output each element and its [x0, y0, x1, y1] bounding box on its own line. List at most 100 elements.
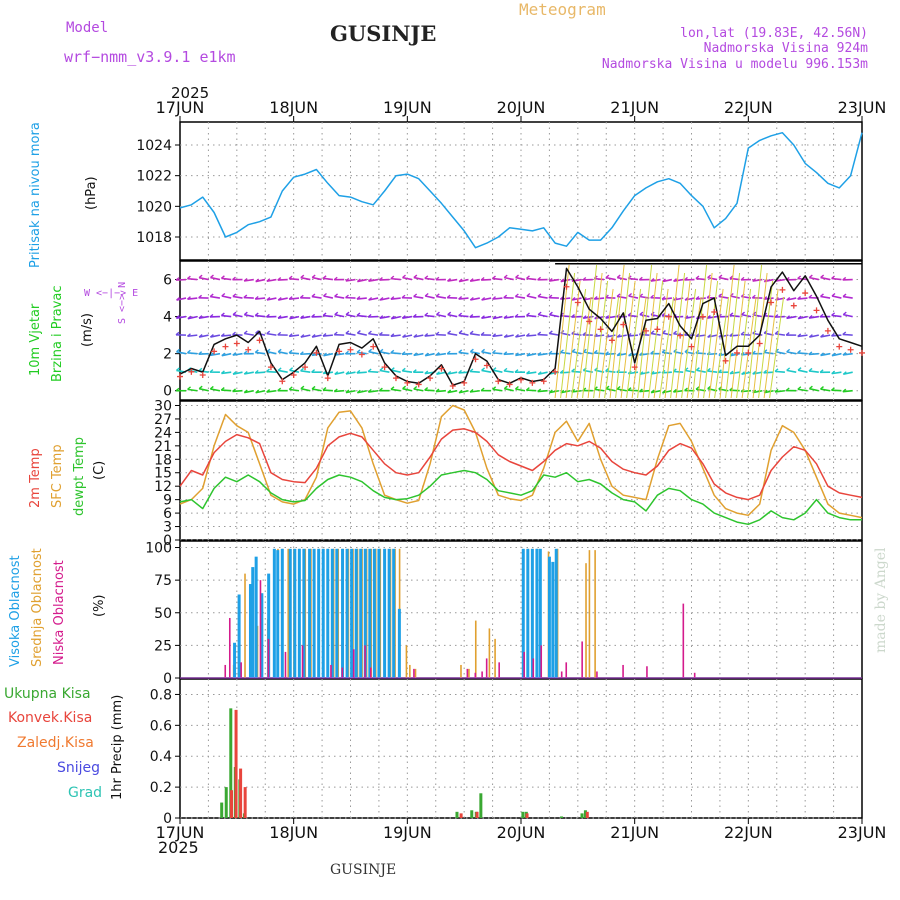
wind-arrow: [176, 278, 187, 281]
cloud-bar: [540, 645, 543, 678]
wind-arrow-head: [774, 330, 779, 335]
wind-arrow-head: [243, 311, 248, 316]
wind-arrow-head: [379, 315, 384, 319]
wind-strong-barb: [763, 288, 779, 399]
wind-arrow-head: [220, 370, 225, 375]
wind-arrow-head: [481, 348, 486, 353]
wind-arrow-head: [378, 277, 383, 281]
wind-arrow-head: [435, 388, 440, 393]
wind-arrow-head: [322, 312, 327, 317]
wind-strong-barb: [675, 280, 691, 399]
wind-arrow-head: [842, 351, 847, 356]
wind-arrow: [820, 295, 831, 299]
wind-arrow: [820, 334, 831, 338]
wind-arrow-head: [808, 367, 813, 372]
wind-arrow-head: [650, 389, 655, 394]
wind-arrow: [210, 334, 221, 338]
temp-ytick-label: 12: [154, 479, 172, 495]
wind-arrow-head: [368, 278, 372, 282]
wind-arrow-head: [480, 387, 485, 392]
cloud-bar: [326, 548, 330, 678]
wind-arrow-head: [729, 312, 734, 316]
wind-arrow-head: [458, 330, 463, 334]
wind-arrow: [673, 370, 684, 373]
cloud-bar: [244, 573, 246, 678]
wind-arrow: [221, 352, 232, 357]
wind-gust-marker: [313, 349, 320, 356]
wind-gust-marker: [324, 375, 331, 382]
wind-arrow: [786, 369, 797, 373]
cloud-bar: [330, 664, 332, 678]
wind-gust-marker: [506, 381, 513, 388]
temp-ytick-label: 0: [163, 533, 172, 549]
wind-arrow: [504, 334, 514, 338]
wind-arrow-head: [469, 348, 474, 353]
wind-arrow-head: [232, 293, 237, 297]
wind-gust-marker: [688, 343, 695, 350]
wind-arrow: [255, 314, 266, 318]
precip-legend-total: Ukupna Kisa: [4, 686, 91, 702]
cloud-bar: [535, 548, 539, 678]
wind-arrow: [752, 278, 763, 282]
wind-arrow-head: [413, 274, 418, 279]
precip-bar: [243, 787, 247, 818]
wind-arrow: [469, 332, 480, 336]
wind-arrow: [323, 371, 334, 375]
cloud-bar: [272, 548, 276, 678]
wind-strong-barb: [758, 280, 774, 399]
wind-strong-barb: [620, 280, 636, 399]
wind-arrow: [741, 352, 752, 356]
wind-arrow: [639, 371, 650, 376]
wind-arrow: [322, 334, 333, 337]
wind-arrow-head: [266, 368, 270, 373]
wind-arrow: [413, 352, 424, 357]
wind-arrow: [526, 334, 537, 337]
wind-gust-marker: [586, 318, 593, 325]
wind-arrow-head: [820, 386, 824, 390]
pressure-ytick-label: 1018: [136, 230, 172, 246]
wind-arrow: [842, 352, 853, 356]
wind-arrow-head: [176, 297, 181, 301]
precip-bar: [479, 793, 483, 818]
wind-arrow: [266, 278, 277, 283]
wind-arrow: [752, 389, 763, 394]
wind-arrow: [763, 371, 774, 374]
temp-ytick-label: 6: [163, 506, 172, 522]
wind-arrow: [221, 389, 232, 392]
cloud-bar: [248, 584, 252, 678]
cloud-bar: [588, 550, 591, 678]
wind-arrow: [538, 371, 548, 376]
wind-arrow: [662, 332, 673, 336]
cloud-bar: [260, 593, 264, 678]
wind-arrow-head: [695, 367, 700, 371]
wind-arrow-head: [808, 294, 813, 299]
wind-gust-marker: [211, 348, 218, 355]
wind-arrow-head: [368, 296, 373, 301]
wind-arrow: [537, 313, 548, 318]
wind-arrow-head: [684, 387, 688, 392]
wind-arrow-head: [243, 330, 248, 335]
cloud-bar: [538, 548, 542, 678]
wind-arrow-head: [356, 369, 361, 374]
temp-ytick-label: 9: [163, 493, 172, 509]
wind-arrow: [345, 278, 356, 282]
wind-arrow-head: [435, 293, 440, 297]
wind-strong-barb: [582, 264, 598, 399]
wind-arrow: [323, 295, 334, 299]
wind-arrow: [775, 278, 786, 282]
wind-arrow: [266, 297, 277, 301]
wind-arrow: [221, 277, 232, 281]
wind-arrow: [187, 315, 198, 320]
wind-arrow: [470, 297, 480, 301]
wind-arrow: [617, 276, 627, 281]
wind-arrow: [469, 370, 480, 373]
wind-arrow: [402, 276, 413, 281]
wind-arrow: [492, 297, 503, 300]
wind-arrow-head: [255, 330, 260, 334]
wind-arrow-head: [842, 276, 847, 281]
wind-gust-marker: [824, 327, 831, 334]
wind-arrow: [187, 297, 198, 301]
wind-arrow: [741, 313, 752, 318]
wind-arrow-head: [175, 367, 180, 371]
wind-arrow-head: [718, 274, 723, 279]
